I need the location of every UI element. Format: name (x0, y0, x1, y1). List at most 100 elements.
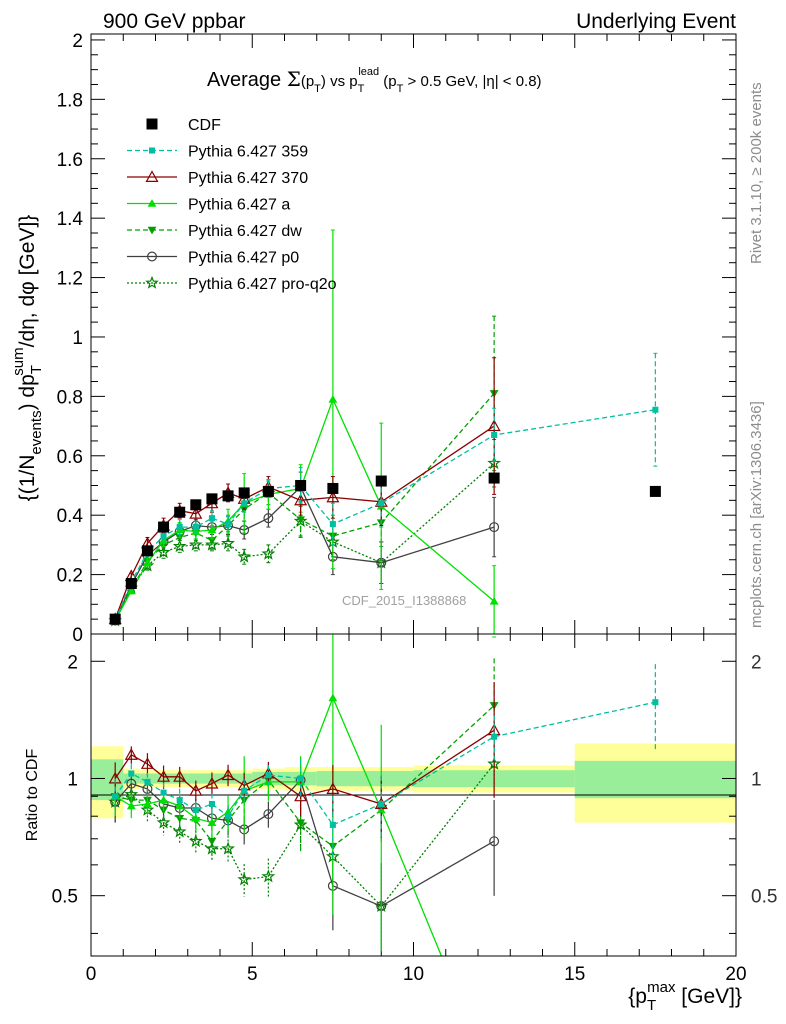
ratio-series-layer (108, 634, 659, 956)
ratio-series (108, 682, 501, 838)
ratio-panel: 0.5 0.5 1 1 2 2 Ratio to CDF (24, 633, 778, 957)
main-y-tick-label: 1.2 (57, 269, 83, 290)
legend-marker (147, 199, 157, 207)
cdf-stat-uncertainty-band (187, 773, 220, 784)
data-point (207, 537, 217, 545)
ratio-line (115, 705, 495, 848)
data-point (262, 485, 274, 497)
main-y-tick-label: 1.4 (57, 209, 84, 230)
header-left: 900 GeV ppbar (103, 10, 245, 33)
ratio-point (207, 818, 217, 826)
data-point (208, 515, 215, 522)
main-y-tick-label: 1.6 (57, 150, 83, 171)
ratio-series (112, 664, 659, 861)
main-y-tick-label: 0.2 (57, 566, 83, 587)
legend-label: CDF (188, 117, 221, 134)
ratio-point (296, 819, 306, 828)
ratio-y-tick-label: 1 (67, 769, 78, 790)
ratio-point (491, 733, 498, 740)
legend-item: CDF (146, 117, 221, 134)
data-point (158, 521, 170, 533)
ratio-line (114, 778, 495, 907)
legend-item: Pythia 6.427 pro-q2o (127, 275, 337, 293)
legend-item: Pythia 6.427 370 (127, 170, 308, 187)
ratio-point (175, 815, 185, 823)
data-point (172, 539, 187, 553)
legend-item: Pythia 6.427 p0 (127, 250, 299, 267)
data-point (238, 487, 250, 499)
ratio-y-tick-label-right: 0.5 (751, 887, 777, 908)
ratio-point (128, 770, 135, 777)
ratio-point (140, 757, 154, 769)
legend-marker (147, 226, 157, 235)
header-right: Underlying Event (576, 10, 736, 33)
data-point (488, 472, 500, 484)
ratio-plot-frame (90, 633, 737, 957)
data-point (126, 586, 136, 595)
ratio-point (112, 793, 119, 800)
cdf-stat-uncertainty-band (155, 773, 188, 784)
data-point (326, 490, 340, 503)
data-point (206, 493, 218, 505)
data-point (125, 578, 137, 590)
x-tick-label: 5 (247, 964, 258, 985)
ratio-point (172, 824, 187, 838)
main-title: Average Σ(pT) vs pTlead (pT > 0.5 GeV, |… (207, 66, 542, 95)
ratio-point (160, 789, 167, 796)
ratio-point (297, 775, 304, 782)
series-line (114, 392, 495, 621)
ratio-point (144, 778, 151, 785)
data-point (174, 506, 186, 518)
x-tick-labels: 0 5 10 15 20 (86, 964, 747, 985)
data-point (487, 419, 501, 432)
data-point (160, 532, 167, 540)
ratio-point (126, 778, 137, 789)
watermark: CDF_2015_I1388868 (342, 593, 466, 608)
ratio-point (261, 869, 276, 883)
data-point (156, 545, 171, 559)
x-tick-label: 15 (564, 964, 585, 985)
x-axis-label: {pTmax [GeV]} (628, 979, 742, 1014)
data-point (296, 516, 306, 525)
data-point (489, 596, 499, 605)
data-point (328, 394, 338, 403)
ratio-point (188, 833, 203, 848)
legend: CDF Pythia 6.427 359 Pythia 6.427 370 Pythi… (127, 117, 337, 293)
ratio-point (205, 776, 219, 789)
data-point (222, 490, 234, 502)
series-line (114, 462, 495, 621)
data-point (378, 500, 385, 507)
ratio-point (294, 789, 308, 802)
main-series-layer (108, 229, 661, 638)
legend-marker (145, 170, 159, 182)
main-series (110, 315, 499, 626)
data-point (176, 524, 183, 531)
legend-label: Pythia 6.427 a (188, 197, 290, 214)
legend-item: Pythia 6.427 359 (127, 144, 308, 161)
main-y-axis-label: {(1/Nevents) dpTsum/dη, dφ [GeV]} (10, 215, 45, 502)
legend-marker (146, 118, 158, 130)
legend-marker (145, 275, 159, 289)
ratio-point (157, 770, 171, 782)
ratio-y-tick-labels: 0.5 0.5 1 1 2 2 (52, 652, 778, 907)
cdf-stat-uncertainty-band (574, 760, 736, 799)
data-point (491, 431, 498, 439)
ratio-point (192, 806, 199, 814)
legend-label: Pythia 6.427 370 (188, 170, 308, 187)
legend-label: Pythia 6.427 p0 (188, 250, 299, 267)
legend-marker (147, 251, 158, 262)
ratio-point (124, 748, 138, 760)
main-y-tick-label: 2 (72, 31, 83, 52)
main-y-tick-label: 0.6 (57, 447, 83, 468)
data-point (175, 534, 185, 542)
legend-label: Pythia 6.427 pro-q2o (188, 276, 337, 293)
main-y-tick-label: 0.4 (57, 506, 84, 527)
ratio-series-clip (108, 634, 659, 956)
ratio-point (265, 772, 272, 779)
data-point (241, 500, 248, 507)
cdf-stat-uncertainty-band (139, 773, 156, 784)
ratio-point (263, 809, 274, 820)
main-y-tick-label: 1.8 (57, 90, 83, 111)
ratio-point (378, 800, 385, 808)
data-point (375, 475, 387, 487)
